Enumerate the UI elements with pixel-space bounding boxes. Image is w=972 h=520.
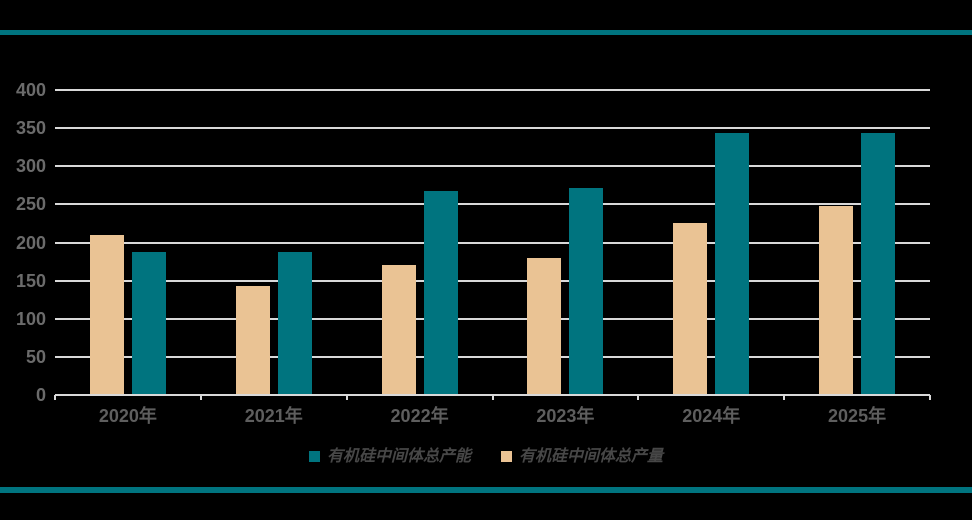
bar-group (201, 90, 347, 395)
bar-group (638, 90, 784, 395)
bar-output (381, 265, 416, 395)
legend-swatch-capacity (308, 450, 320, 462)
legend-label-capacity: 有机硅中间体总产能 (326, 446, 471, 465)
plot-area (54, 89, 931, 400)
x-axis-tick (929, 395, 931, 400)
legend-item-capacity: 有机硅中间体总产能 (308, 446, 471, 465)
y-axis-tick-label: 0 (35, 385, 46, 405)
gridline (55, 355, 930, 358)
x-axis-category-label: 2024年 (682, 406, 741, 426)
legend-label-output: 有机硅中间体总产量 (519, 446, 664, 465)
bar-group (492, 90, 638, 395)
bar-group (347, 90, 493, 395)
gridline (55, 89, 930, 91)
y-axis-tick-label: 100 (15, 308, 46, 329)
bar-group (55, 90, 201, 395)
x-axis-category-label: 2022年 (390, 406, 449, 426)
x-axis-tick (345, 395, 348, 400)
bottom-divider-rule (0, 487, 972, 493)
y-axis-tick-label: 300 (15, 156, 46, 177)
x-axis-tick (199, 395, 202, 400)
x-ticks (54, 395, 931, 401)
x-axis-category-label: 2025年 (828, 406, 887, 426)
legend-swatch-output (501, 450, 512, 462)
bar-output (89, 234, 124, 395)
x-axis-tick (54, 395, 56, 400)
y-axis: 400 350 300 250 200 150 100 50 0 (0, 81, 46, 404)
y-axis-tick-label: 350 (15, 118, 46, 139)
x-axis-labels: 2020年 2021年 2022年 2023年 2024年 2025年 (55, 405, 930, 427)
x-axis-line (55, 394, 930, 396)
x-axis-tick (783, 395, 786, 400)
x-axis-tick (491, 395, 494, 400)
bar-capacity (715, 132, 750, 395)
x-axis-category-label: 2021年 (244, 406, 303, 426)
bar-capacity (423, 191, 458, 395)
y-axis-tick-label: 50 (25, 346, 46, 367)
gridline (55, 279, 930, 282)
bar-output (235, 285, 270, 395)
bar-output (527, 257, 562, 395)
y-axis-tick-label: 400 (15, 80, 46, 100)
bar-output (673, 223, 708, 395)
bar-capacity (569, 187, 604, 395)
x-axis-category-label: 2023年 (536, 406, 595, 426)
x-axis-category-label: 2020年 (98, 406, 157, 426)
bar-capacity (861, 132, 896, 395)
bar-capacity (131, 252, 166, 395)
gridline (55, 203, 930, 206)
bar-group (784, 90, 930, 395)
gridline (55, 127, 930, 130)
bar-capacity (277, 252, 312, 395)
gridline (55, 241, 930, 244)
x-axis-tick (637, 395, 640, 400)
y-axis-tick-label: 200 (15, 232, 46, 253)
bar-output (819, 205, 854, 395)
top-divider-rule (0, 30, 972, 35)
y-axis-tick-label: 150 (15, 270, 46, 291)
gridline (55, 317, 930, 320)
legend: 有机硅中间体总产能 有机硅中间体总产量 (0, 448, 972, 464)
bars-layer (55, 90, 930, 395)
y-axis-tick-label: 250 (15, 194, 46, 215)
legend-item-output: 有机硅中间体总产量 (501, 448, 663, 464)
gridline (55, 165, 930, 168)
